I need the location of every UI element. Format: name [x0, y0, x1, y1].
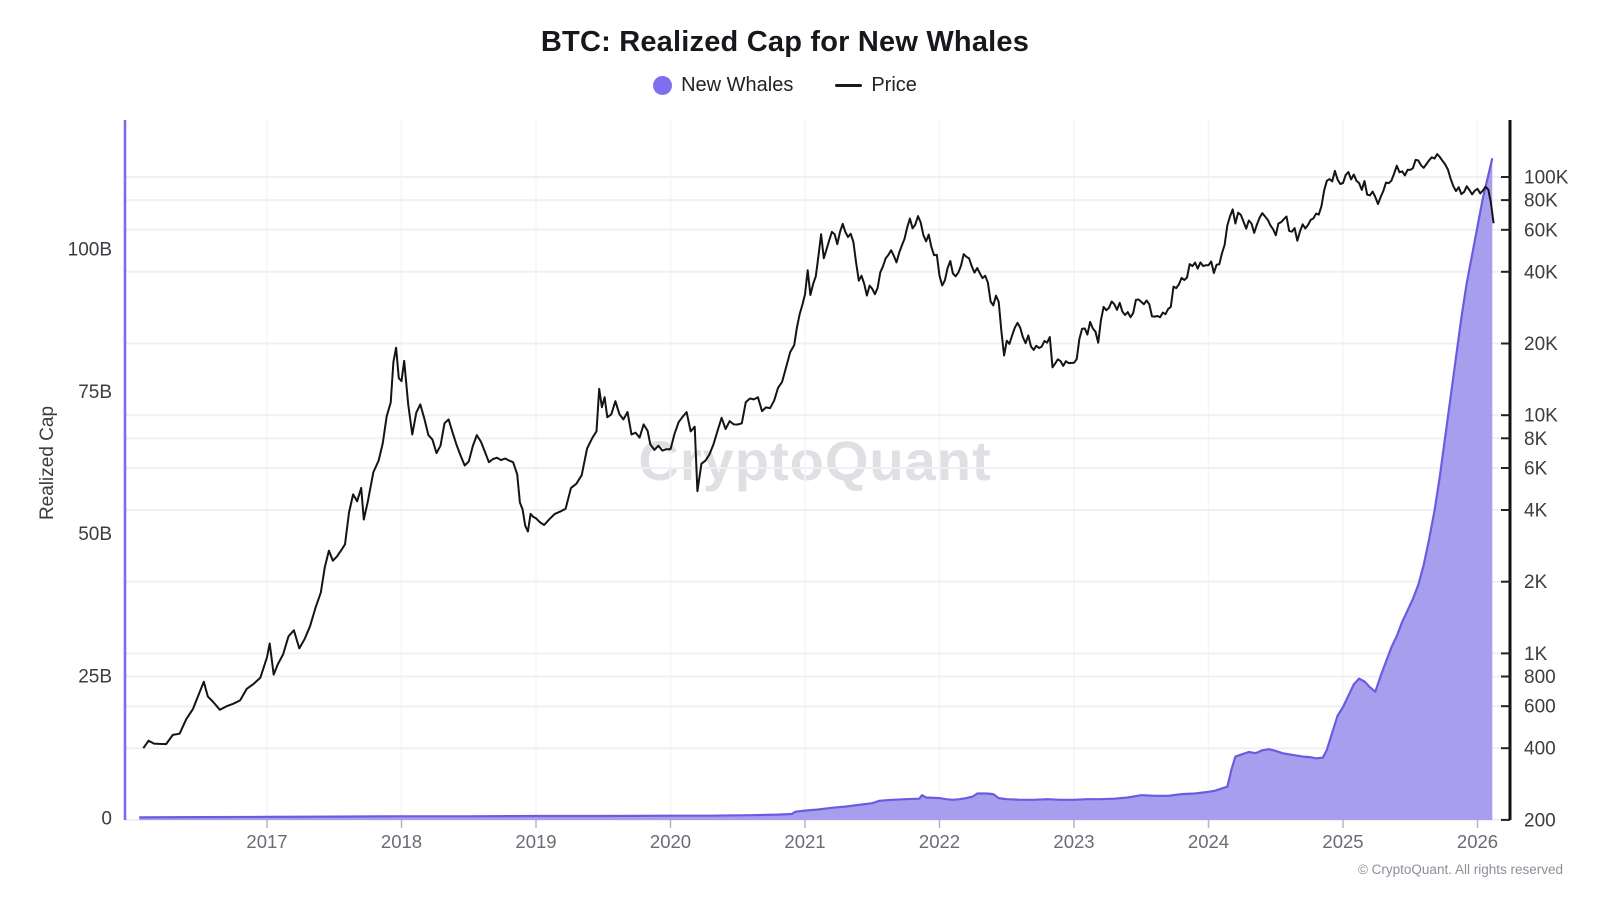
right-axis-tick-label: 60K: [1524, 220, 1558, 241]
right-axis-tick-label: 20K: [1524, 334, 1558, 355]
left-axis-tick-label: 75B: [78, 382, 112, 403]
year-gridlines: [266, 120, 1479, 820]
year-tick-label: 2018: [381, 831, 422, 852]
legend-label-price: Price: [871, 74, 917, 96]
year-tick-label: 2020: [650, 831, 691, 852]
right-axis-tick-label: 6K: [1524, 459, 1548, 480]
left-axis-ticks: 100B 75B 50B 25B 0: [68, 240, 112, 830]
price-line: [142, 153, 1495, 749]
right-axis-tick-label: 400: [1524, 739, 1556, 760]
new-whales-area: [139, 158, 1493, 820]
year-tick-label: 2023: [1053, 831, 1094, 852]
right-axis-tick-label: 8K: [1524, 429, 1548, 450]
right-axis-tick-label: 10K: [1524, 406, 1558, 427]
legend: New Whales Price: [0, 74, 1570, 97]
left-axis-tick-label: 100B: [68, 240, 112, 261]
year-tick-label: 2017: [246, 831, 287, 852]
copyright-footer: © CryptoQuant. All rights reserved: [1357, 862, 1563, 877]
chart-title: BTC: Realized Cap for New Whales: [540, 26, 1030, 58]
right-axis-tick-label: 200: [1524, 810, 1556, 831]
year-tick-label: 2026: [1457, 831, 1498, 852]
year-tick-label: 2021: [784, 831, 825, 852]
year-tick-label: 2025: [1322, 831, 1363, 852]
left-axis-tick-label: 25B: [78, 666, 112, 687]
price-gridlines: [125, 176, 1502, 821]
right-axis-tick-label: 40K: [1524, 262, 1558, 283]
year-tick-label: 2024: [1188, 831, 1229, 852]
year-tick-label: 2019: [515, 831, 556, 852]
right-axis-tick-label: 800: [1524, 667, 1556, 688]
right-axis-tick-label: 80K: [1524, 191, 1558, 212]
price-dash-icon: [835, 83, 863, 88]
right-axis-tick-label: 600: [1524, 697, 1556, 718]
left-axis-tick-label: 0: [101, 809, 112, 830]
legend-label-new-whales: New Whales: [681, 74, 794, 96]
new-whales-dot-icon: [653, 76, 673, 95]
new-whales-area-outline: [139, 157, 1494, 819]
legend-item-new-whales: New Whales: [653, 74, 793, 97]
right-axis-tick-label: 100K: [1524, 168, 1569, 189]
right-axis-tick-label: 4K: [1524, 501, 1548, 522]
year-tick-label: 2022: [919, 831, 960, 852]
right-axis-tick-label: 1K: [1524, 644, 1548, 665]
legend-item-price: Price: [835, 74, 917, 97]
right-axis-tick-label: 2K: [1524, 572, 1548, 593]
left-axis-tick-label: 50B: [78, 524, 112, 545]
x-axis-ticks: 2017 2018 2019 2020 2021 2022 2023 2024 2025 2026: [246, 820, 1498, 852]
